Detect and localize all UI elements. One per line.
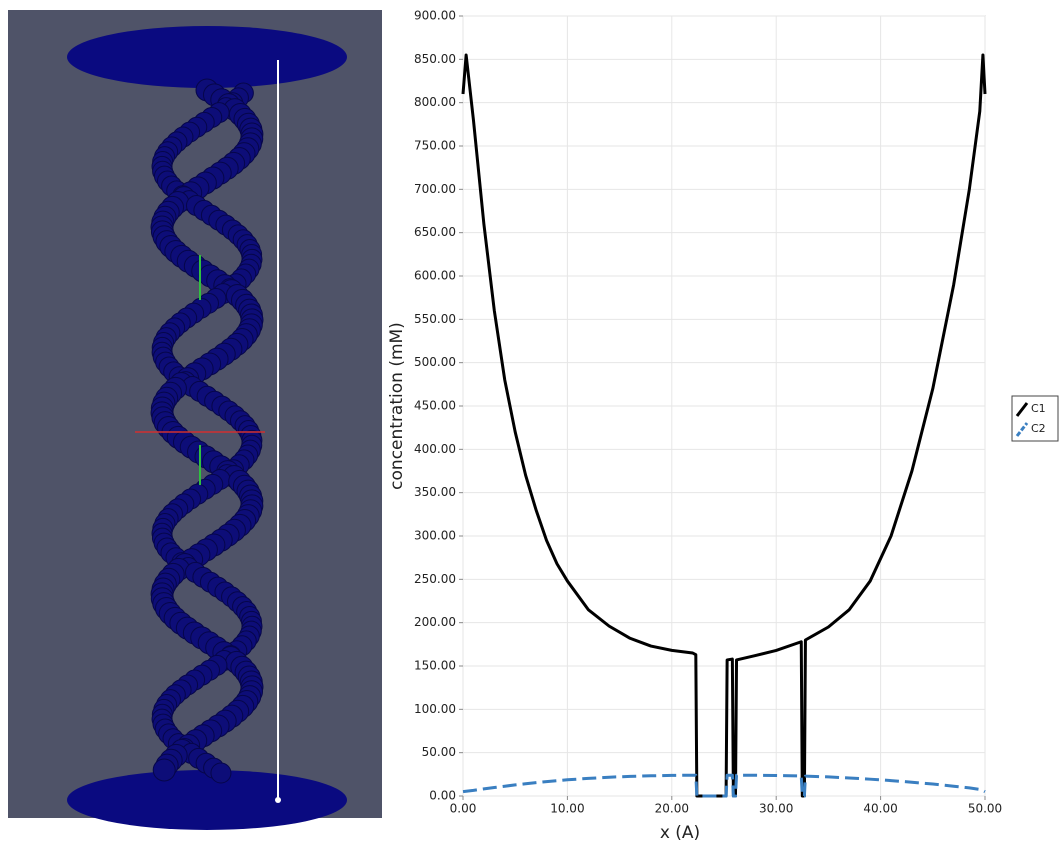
bottom-plate bbox=[67, 770, 347, 830]
y-tick-label: 300.00 bbox=[414, 529, 456, 543]
legend-label: C2 bbox=[1031, 422, 1046, 435]
y-tick-label: 650.00 bbox=[414, 225, 456, 239]
y-tick-label: 100.00 bbox=[414, 702, 456, 716]
x-tick-label: 40.00 bbox=[863, 802, 897, 816]
x-tick-label: 50.00 bbox=[968, 802, 1002, 816]
page: x (A) concentration (mM) 0.00 50.00 100.00… bbox=[0, 0, 1062, 845]
y-tick-label: 200.00 bbox=[414, 615, 456, 629]
x-axis-label: x (A) bbox=[660, 823, 700, 843]
y-tick-label: 850.00 bbox=[414, 52, 456, 66]
y-tick-label: 400.00 bbox=[414, 442, 456, 456]
screen: x (A) concentration (mM) 0.00 50.00 100.00… bbox=[0, 0, 1062, 845]
y-tick-label: 600.00 bbox=[414, 269, 456, 283]
y-tick-label: 550.00 bbox=[414, 312, 456, 326]
x-tick-label: 0.00 bbox=[450, 802, 477, 816]
y-tick-label: 350.00 bbox=[414, 485, 456, 499]
y-tick-label: 700.00 bbox=[414, 182, 456, 196]
y-tick-label: 150.00 bbox=[414, 659, 456, 673]
y-tick-label: 900.00 bbox=[414, 9, 456, 23]
x-tick-label: 10.00 bbox=[550, 802, 584, 816]
legend-label: C1 bbox=[1031, 402, 1046, 415]
atom bbox=[153, 759, 175, 781]
y-tick-label: 50.00 bbox=[422, 745, 456, 759]
y-tick-label: 800.00 bbox=[414, 95, 456, 109]
x-tick-label: 20.00 bbox=[655, 802, 689, 816]
y-tick-label: 450.00 bbox=[414, 399, 456, 413]
y-tick-label: 250.00 bbox=[414, 572, 456, 586]
x-tick-label: 30.00 bbox=[759, 802, 793, 816]
atom bbox=[211, 763, 231, 783]
y-axis-label: concentration (mM) bbox=[387, 322, 407, 490]
y-tick-label: 0.00 bbox=[429, 789, 456, 803]
y-tick-label: 500.00 bbox=[414, 355, 456, 369]
probe-end bbox=[275, 797, 281, 803]
y-tick-label: 750.00 bbox=[414, 139, 456, 153]
